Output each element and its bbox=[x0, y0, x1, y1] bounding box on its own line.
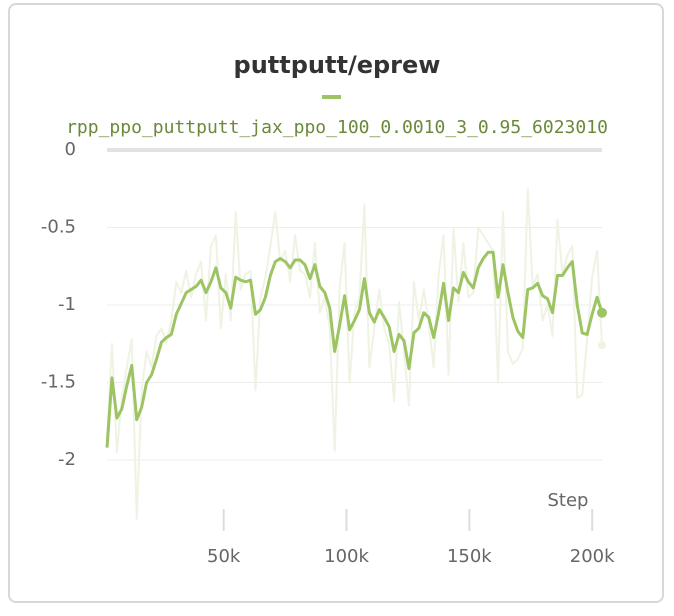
end-dot bbox=[598, 341, 606, 350]
x-axis-label: Step bbox=[548, 490, 589, 511]
raw-line bbox=[106, 187, 603, 520]
legend-label: rpp_ppo_puttputt_jax_ppo_100_0.0010_3_0.… bbox=[66, 117, 608, 138]
end-dot bbox=[597, 307, 607, 318]
x-tick-label: 50k bbox=[207, 546, 241, 567]
panel bbox=[8, 3, 664, 603]
chart-title: puttputt/eprew bbox=[234, 51, 441, 79]
y-tick-label: -2 bbox=[58, 449, 76, 470]
smoothed-line bbox=[105, 250, 604, 448]
y-tick-label: -0.5 bbox=[41, 217, 76, 238]
x-tick-label: 100k bbox=[324, 546, 369, 567]
y-tick-label: -1.5 bbox=[41, 372, 76, 393]
x-tick-label: 200k bbox=[570, 546, 615, 567]
x-tick-label: 150k bbox=[447, 546, 492, 567]
y-tick-label: 0 bbox=[65, 139, 76, 160]
y-tick-label: -1 bbox=[58, 294, 76, 315]
